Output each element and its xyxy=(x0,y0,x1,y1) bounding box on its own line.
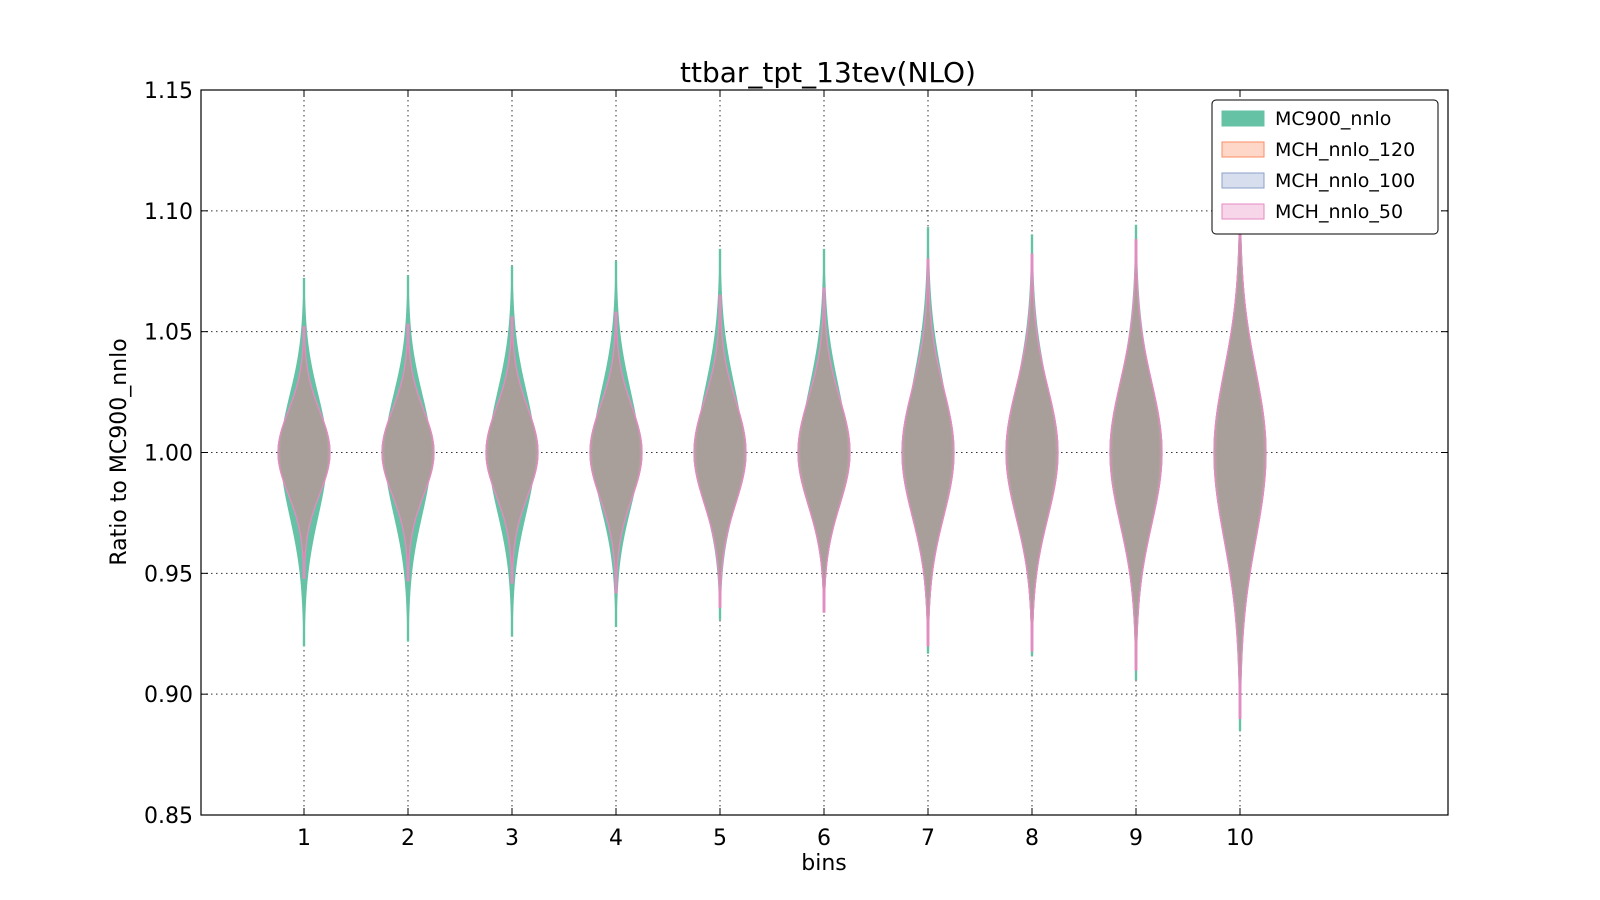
legend-box xyxy=(1211,99,1439,235)
violin-outline-bin-6 xyxy=(797,287,851,613)
x-tick-label: 2 xyxy=(401,826,415,851)
legend-label-mc900-nnlo: MC900_nnlo xyxy=(1275,108,1391,130)
legend-swatch-mc900-nnlo xyxy=(1221,110,1265,127)
violins xyxy=(277,193,1267,732)
y-tick-label: 0.90 xyxy=(144,683,193,708)
violin-overlap-bin-8 xyxy=(1006,254,1058,651)
x-axis-label: bins xyxy=(801,851,846,876)
violin-overlap-bin-9 xyxy=(1110,239,1162,670)
x-tick-label: 1 xyxy=(297,826,311,851)
legend: MC900_nnlo MCH_nnlo_120 MCH_nnlo_100 MCH_nn… xyxy=(1211,99,1439,235)
legend-swatch-mch-nnlo-50 xyxy=(1221,203,1265,220)
x-axis: 1 2 3 4 5 6 7 8 9 10 xyxy=(297,90,1254,851)
x-tick-label: 10 xyxy=(1226,826,1254,851)
x-tick-label: 3 xyxy=(505,826,519,851)
y-tick-label: 1.10 xyxy=(144,200,193,225)
legend-swatch-mch-nnlo-120 xyxy=(1221,141,1265,158)
x-tick-label: 4 xyxy=(609,826,623,851)
violin-outline-bin-9 xyxy=(1109,239,1163,671)
x-tick-label: 9 xyxy=(1129,826,1143,851)
violin-outline-bin-5 xyxy=(693,294,747,608)
x-tick-label: 5 xyxy=(713,826,727,851)
violin-outline-bin-3 xyxy=(485,316,539,584)
chart-title: ttbar_tpt_13tev(NLO) xyxy=(680,56,976,89)
violin-overlap-bin-4 xyxy=(590,312,642,593)
violin-overlap-bin-3 xyxy=(486,317,538,583)
y-tick-label: 1.00 xyxy=(144,442,193,467)
violin-overlap-bin-7 xyxy=(902,259,954,646)
y-axis: 0.85 0.90 0.95 1.00 1.05 1.10 1.15 xyxy=(144,79,1448,829)
violin-outline-bin-8 xyxy=(1005,253,1059,652)
violin-overlap-bin-1 xyxy=(278,326,330,579)
violin-overlap-bin-5 xyxy=(694,295,746,608)
x-tick-label: 8 xyxy=(1025,826,1039,851)
y-axis-label: Ratio to MC900_nnlo xyxy=(107,338,132,565)
violin-overlap-bin-2 xyxy=(382,324,434,581)
y-tick-label: 0.85 xyxy=(144,804,193,829)
x-tick-label: 7 xyxy=(921,826,935,851)
violin-overlap-bin-10 xyxy=(1214,203,1266,719)
x-tick-label: 6 xyxy=(817,826,831,851)
violin-overlap-bin-6 xyxy=(798,288,850,612)
violin-outline-bin-2 xyxy=(381,323,435,582)
y-tick-label: 1.05 xyxy=(144,321,193,346)
legend-swatch-mch-nnlo-100 xyxy=(1221,172,1265,189)
violin-outline-bin-4 xyxy=(589,311,643,594)
y-tick-label: 1.15 xyxy=(144,79,193,104)
legend-label-mch-nnlo-100: MCH_nnlo_100 xyxy=(1275,170,1415,192)
violin-outline-bin-1 xyxy=(277,326,331,579)
y-tick-label: 0.95 xyxy=(144,562,193,587)
legend-label-mch-nnlo-50: MCH_nnlo_50 xyxy=(1275,201,1403,223)
legend-label-mch-nnlo-120: MCH_nnlo_120 xyxy=(1275,139,1415,161)
violin-outline-bin-7 xyxy=(901,258,955,647)
